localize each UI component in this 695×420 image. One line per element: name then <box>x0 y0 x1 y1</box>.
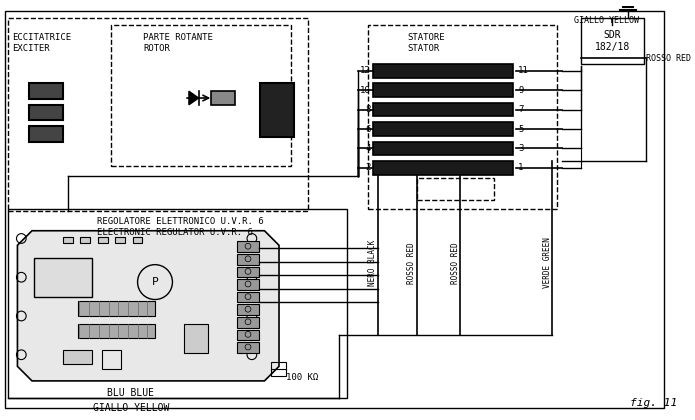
Text: 2: 2 <box>366 163 371 172</box>
Text: GIALLO YELLOW: GIALLO YELLOW <box>575 16 639 25</box>
Bar <box>238 254 259 265</box>
Bar <box>81 236 90 243</box>
Bar <box>8 18 308 211</box>
Polygon shape <box>17 231 279 381</box>
Text: 12: 12 <box>360 66 371 76</box>
Text: 6: 6 <box>366 124 371 134</box>
Bar <box>238 241 259 252</box>
Bar <box>260 84 293 137</box>
Text: GIALLO YELLOW: GIALLO YELLOW <box>92 403 169 413</box>
Text: SDR
182/18: SDR 182/18 <box>595 30 630 52</box>
Text: 10: 10 <box>360 86 371 95</box>
Text: 5: 5 <box>518 124 523 134</box>
Text: STATORE
STATOR: STATORE STATOR <box>407 33 445 52</box>
Text: REGOLATORE ELETTRONICO U.V.R. 6
ELECTRONIC REGULATOR U.V.R. 6: REGOLATORE ELETTRONICO U.V.R. 6 ELECTRON… <box>97 217 263 236</box>
Bar <box>368 25 557 210</box>
Bar <box>211 91 236 105</box>
Bar <box>133 236 142 243</box>
Text: ROSSO RED: ROSSO RED <box>646 54 691 63</box>
Bar <box>373 103 514 116</box>
Bar <box>373 142 514 155</box>
Bar <box>115 236 125 243</box>
Bar <box>63 350 92 365</box>
Text: 8: 8 <box>366 105 371 114</box>
Bar <box>29 105 63 120</box>
Bar <box>29 126 63 142</box>
Bar <box>373 84 514 97</box>
Bar <box>98 236 108 243</box>
Bar <box>238 342 259 353</box>
Bar <box>416 178 494 200</box>
Text: P: P <box>152 277 158 287</box>
Text: 3: 3 <box>518 144 523 153</box>
Text: fig. 11: fig. 11 <box>630 398 677 408</box>
Text: ROSSO RED: ROSSO RED <box>407 242 416 284</box>
Bar <box>238 317 259 328</box>
Bar <box>373 161 514 175</box>
Bar <box>238 304 259 315</box>
Bar <box>8 210 347 398</box>
Bar <box>34 258 92 297</box>
Bar <box>271 362 286 376</box>
Text: VERDE GREEN: VERDE GREEN <box>543 237 552 288</box>
Bar <box>63 236 73 243</box>
Bar <box>373 122 514 136</box>
Bar <box>78 302 155 316</box>
Text: NERO BLACK: NERO BLACK <box>368 239 377 286</box>
Text: 100 KΩ: 100 KΩ <box>286 373 318 381</box>
Text: 1: 1 <box>518 163 523 172</box>
Bar <box>101 350 121 369</box>
Bar <box>373 64 514 78</box>
Text: 7: 7 <box>518 105 523 114</box>
Text: PARTE ROTANTE
ROTOR: PARTE ROTANTE ROTOR <box>143 33 213 52</box>
Bar <box>238 330 259 340</box>
Text: BLU BLUE: BLU BLUE <box>107 388 154 399</box>
Text: ROSSO RED: ROSSO RED <box>451 242 460 284</box>
Bar <box>238 267 259 277</box>
Bar <box>238 279 259 290</box>
Text: 9: 9 <box>518 86 523 95</box>
Text: 11: 11 <box>518 66 529 76</box>
Bar <box>581 18 644 64</box>
Bar <box>238 292 259 302</box>
Bar <box>29 84 63 99</box>
Bar <box>111 25 291 166</box>
Polygon shape <box>189 91 199 105</box>
Bar <box>78 324 155 338</box>
Text: ECCITATRICE
EXCITER: ECCITATRICE EXCITER <box>12 33 71 52</box>
Bar <box>184 324 208 353</box>
Text: 4: 4 <box>366 144 371 153</box>
